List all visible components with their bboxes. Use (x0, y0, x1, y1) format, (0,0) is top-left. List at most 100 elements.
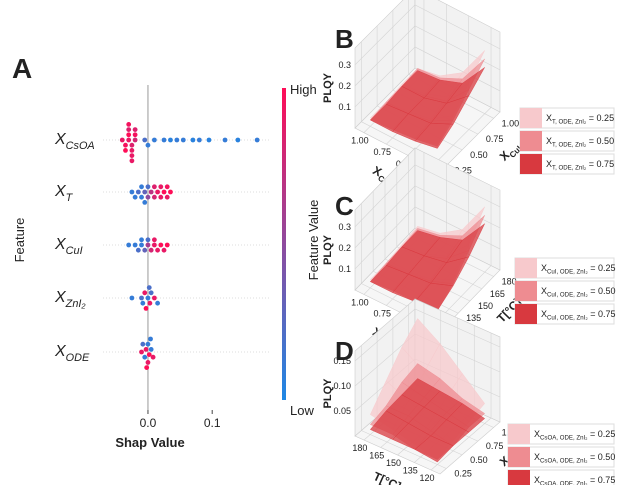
text-part: X (54, 131, 67, 148)
colorbar-high: High (290, 82, 317, 97)
y-tick-label: 0.75 (486, 441, 504, 451)
z-tick-label: 0.05 (333, 406, 351, 416)
surface-cell (414, 122, 454, 149)
y-tick-label: 0.50 (470, 455, 488, 465)
z-axis-label: PLQY (322, 378, 334, 409)
shap-point (129, 158, 135, 164)
text-part: = 0.50 (588, 452, 616, 462)
legend-label: XT, ODE, ZnI₂ = 0.50 (546, 136, 614, 149)
text-part: = 0.25 (586, 113, 614, 123)
shap-point (126, 242, 132, 248)
legend-swatch (520, 154, 542, 174)
grid-line (430, 417, 492, 471)
grid-line (414, 206, 501, 250)
text-part: T, ODE, ZnI₂ (552, 119, 587, 126)
shap-point (151, 184, 157, 190)
z-tick-label: 0.3 (338, 222, 351, 232)
text-part: CsOA (66, 140, 95, 152)
colorbar (282, 88, 286, 400)
grid-line (414, 46, 501, 92)
text-part: CsOA, ODE, ZnI₂ (540, 435, 588, 442)
shap-point (190, 137, 196, 143)
text-part: X (541, 263, 547, 273)
z-tick-label: 0.15 (333, 356, 351, 366)
text-part: = 0.25 (588, 429, 616, 439)
shap-point (164, 184, 170, 190)
text-part: T, ODE, ZnI₂ (552, 165, 587, 172)
text-part: X (54, 236, 67, 253)
wall (354, 0, 416, 129)
colorbar-low: Low (290, 403, 314, 418)
x-tick-label: 0.75 (374, 147, 392, 157)
legend-swatch (515, 258, 537, 278)
text-part: PLQY (322, 378, 334, 409)
shap-point (168, 189, 173, 195)
shap-point (148, 336, 153, 342)
feature-label: XODE (54, 343, 90, 364)
shap-point (174, 137, 180, 143)
text-part: ZnI₂ (65, 298, 87, 310)
shap-point (145, 184, 151, 190)
shap-point (180, 137, 186, 143)
shap-point (140, 300, 146, 306)
shap-point (142, 290, 148, 296)
shap-point (142, 354, 148, 360)
text-part: ODE (66, 352, 90, 364)
shap-point (145, 295, 151, 301)
shap-point (132, 132, 138, 138)
legend-swatch (520, 108, 542, 128)
shap-point (145, 360, 151, 365)
shap-point (146, 352, 152, 357)
shap-point (235, 137, 241, 143)
shap-point (155, 189, 160, 195)
shap-point (139, 295, 144, 301)
shap-point (123, 142, 128, 148)
legend-swatch (515, 304, 537, 324)
shap-point (150, 354, 156, 360)
shap-point (155, 247, 160, 253)
shap-point (144, 365, 150, 370)
text-part: = 0.75 (588, 475, 616, 485)
legend-label: XT, ODE, ZnI₂ = 0.25 (546, 113, 614, 126)
feature-label: XCuI (54, 236, 83, 257)
text-part: X (541, 309, 547, 319)
x-tick-label: 0.0 (140, 416, 157, 430)
grid-line (430, 107, 492, 168)
y-tick-label: 135 (466, 313, 481, 323)
legend-label: XCuI, ODE, ZnI₂ = 0.75 (541, 309, 616, 322)
z-tick-label: 0.10 (333, 381, 351, 391)
x-tick-label: 165 (369, 451, 384, 461)
x-tick-label: 1.00 (351, 297, 369, 307)
shap-point (119, 137, 125, 143)
text-part: CsOA, ODE, ZnI₂ (540, 481, 588, 485)
x-tick-label: 180 (352, 443, 367, 453)
shap-point (132, 127, 138, 132)
legend-label: XCuI, ODE, ZnI₂ = 0.50 (541, 286, 616, 299)
z-tick-label: 0.3 (338, 60, 351, 70)
text-part: X (546, 136, 552, 146)
panel-label: C (335, 191, 354, 221)
text-part: CuI, ODE, ZnI₂ (547, 292, 588, 299)
shap-point (164, 242, 170, 248)
feature-label: XZnI₂ (54, 289, 86, 310)
feature-label: XT (54, 183, 74, 204)
shap-point (151, 242, 157, 248)
y-tick-label: 1.00 (502, 118, 520, 128)
shap-point (164, 194, 170, 200)
text-part: PLQY (322, 72, 334, 103)
grid-line (414, 4, 501, 50)
legend-label: XCsOA, ODE, ZnI₂ = 0.50 (534, 452, 615, 465)
panel-label: A (12, 53, 32, 84)
grid-line (414, 185, 501, 229)
text-part: X (54, 343, 67, 360)
panel-label: D (335, 336, 354, 366)
legend-swatch (508, 424, 530, 444)
y-tick-label: 165 (490, 289, 505, 299)
shap-point (126, 122, 132, 127)
shap-point (132, 137, 138, 143)
legend-swatch (508, 447, 530, 467)
text-part: X (541, 286, 547, 296)
x-tick-label: 0.1 (204, 416, 221, 430)
x-tick-label: 1.00 (351, 136, 369, 146)
grid-line (354, 25, 416, 87)
